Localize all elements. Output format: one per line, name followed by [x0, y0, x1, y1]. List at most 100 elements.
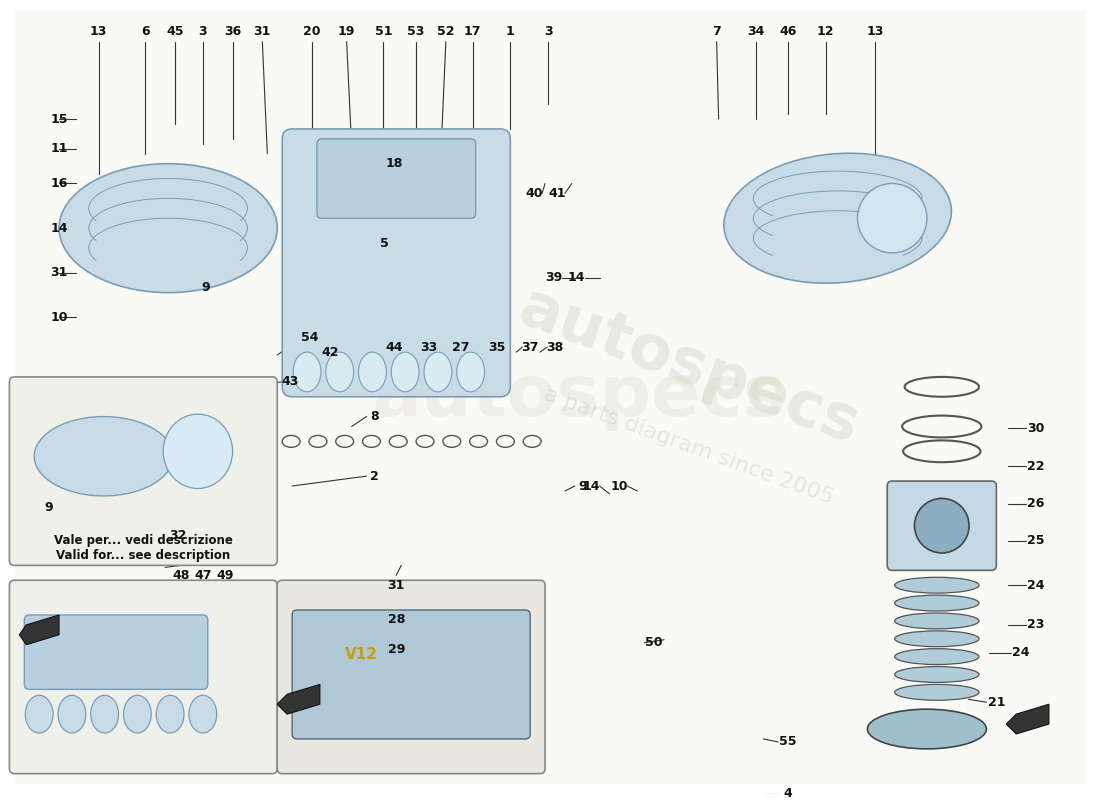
- Polygon shape: [1006, 704, 1049, 734]
- Text: Vale per... vedi descrizione: Vale per... vedi descrizione: [54, 534, 233, 547]
- Text: 30: 30: [1027, 422, 1045, 435]
- Text: 13: 13: [867, 26, 884, 38]
- Text: 34: 34: [748, 26, 764, 38]
- Text: autospecs: autospecs: [373, 362, 786, 431]
- Ellipse shape: [914, 498, 969, 553]
- Text: 35: 35: [487, 341, 505, 354]
- Text: 10: 10: [610, 479, 628, 493]
- Ellipse shape: [456, 352, 484, 392]
- Text: 36: 36: [224, 26, 241, 38]
- Text: 47: 47: [194, 569, 211, 582]
- Text: 33: 33: [420, 341, 438, 354]
- Polygon shape: [14, 10, 1086, 783]
- Text: 6: 6: [141, 26, 150, 38]
- Text: 24: 24: [1027, 578, 1045, 592]
- Text: 16: 16: [51, 177, 68, 190]
- Text: 8: 8: [370, 410, 378, 423]
- Ellipse shape: [894, 666, 979, 682]
- Text: 17: 17: [464, 26, 482, 38]
- Polygon shape: [277, 684, 320, 714]
- Text: 13: 13: [90, 26, 108, 38]
- Text: 9: 9: [579, 479, 587, 493]
- Text: 41: 41: [548, 187, 565, 200]
- Text: 43: 43: [282, 375, 299, 388]
- Text: 29: 29: [387, 643, 405, 656]
- Text: 9: 9: [201, 281, 210, 294]
- Text: 24: 24: [1012, 646, 1030, 659]
- Polygon shape: [20, 615, 59, 645]
- FancyBboxPatch shape: [283, 129, 510, 397]
- Text: 44: 44: [385, 341, 403, 354]
- Ellipse shape: [868, 709, 987, 749]
- Text: a parts diagram since 2005: a parts diagram since 2005: [541, 385, 836, 508]
- Ellipse shape: [424, 352, 452, 392]
- Text: 23: 23: [1027, 618, 1045, 631]
- Text: 54: 54: [301, 330, 319, 344]
- FancyBboxPatch shape: [317, 139, 475, 218]
- Text: 51: 51: [375, 26, 392, 38]
- FancyBboxPatch shape: [10, 580, 277, 774]
- Text: 42: 42: [321, 346, 339, 358]
- Text: 12: 12: [817, 26, 835, 38]
- Text: 14: 14: [583, 479, 601, 493]
- Ellipse shape: [163, 414, 232, 489]
- Text: 38: 38: [547, 341, 563, 354]
- Text: 4: 4: [783, 787, 792, 800]
- Ellipse shape: [25, 695, 53, 733]
- Text: 46: 46: [780, 26, 796, 38]
- Text: 11: 11: [51, 142, 68, 155]
- Text: V12: V12: [345, 647, 378, 662]
- Text: 1: 1: [506, 26, 515, 38]
- Ellipse shape: [359, 352, 386, 392]
- Text: 7: 7: [713, 26, 721, 38]
- Text: 14: 14: [568, 271, 585, 284]
- Ellipse shape: [858, 183, 927, 253]
- Text: 3: 3: [198, 26, 207, 38]
- Ellipse shape: [34, 417, 173, 496]
- Ellipse shape: [724, 154, 952, 283]
- Ellipse shape: [326, 352, 353, 392]
- Text: 2: 2: [370, 470, 378, 482]
- Text: 49: 49: [216, 569, 233, 582]
- Text: Valid for... see description: Valid for... see description: [56, 549, 231, 562]
- Text: 28: 28: [387, 614, 405, 626]
- Text: 19: 19: [338, 26, 355, 38]
- Text: 48: 48: [173, 569, 189, 582]
- Text: 14: 14: [51, 222, 68, 234]
- FancyBboxPatch shape: [277, 580, 544, 774]
- Ellipse shape: [59, 164, 277, 293]
- Text: 18: 18: [386, 157, 403, 170]
- Ellipse shape: [91, 695, 119, 733]
- Text: 45: 45: [166, 26, 184, 38]
- Text: 25: 25: [1027, 534, 1045, 547]
- Text: 31: 31: [387, 578, 405, 592]
- Ellipse shape: [189, 695, 217, 733]
- Text: 52: 52: [437, 26, 454, 38]
- Ellipse shape: [894, 684, 979, 700]
- FancyBboxPatch shape: [293, 610, 530, 739]
- Text: 37: 37: [521, 341, 539, 354]
- Text: 10: 10: [51, 311, 68, 324]
- Ellipse shape: [894, 613, 979, 629]
- Text: 53: 53: [407, 26, 425, 38]
- Ellipse shape: [894, 631, 979, 646]
- Ellipse shape: [894, 595, 979, 611]
- Ellipse shape: [156, 695, 184, 733]
- Text: 22: 22: [1027, 460, 1045, 473]
- Text: autospecs: autospecs: [510, 278, 867, 456]
- Text: 5: 5: [379, 237, 388, 250]
- Ellipse shape: [894, 649, 979, 665]
- Text: 39: 39: [546, 271, 562, 284]
- Text: 40: 40: [526, 187, 543, 200]
- Text: 21: 21: [988, 696, 1005, 709]
- Text: 27: 27: [452, 341, 470, 354]
- Text: 31: 31: [51, 266, 68, 279]
- Ellipse shape: [58, 695, 86, 733]
- FancyBboxPatch shape: [24, 615, 208, 690]
- Ellipse shape: [392, 352, 419, 392]
- Text: 32: 32: [169, 529, 187, 542]
- Text: 26: 26: [1027, 498, 1045, 510]
- Text: 3: 3: [543, 26, 552, 38]
- Text: 31: 31: [254, 26, 271, 38]
- FancyBboxPatch shape: [10, 377, 277, 566]
